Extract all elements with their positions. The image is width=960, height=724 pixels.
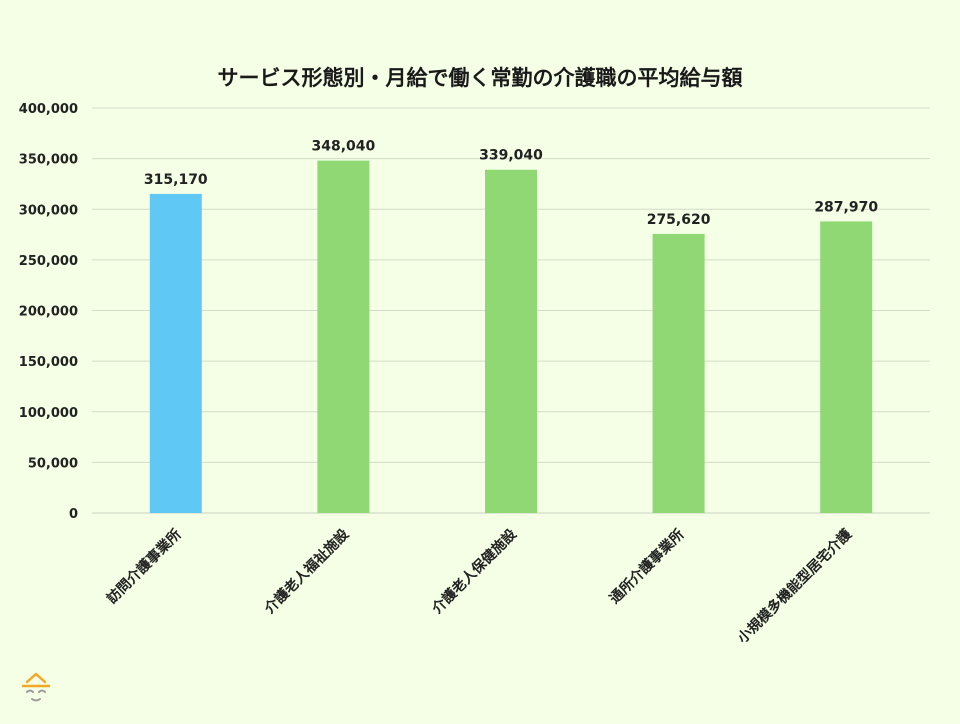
value-label: 315,170 <box>144 172 208 188</box>
value-labels: 315,170 348,040 339,040 275,620 287,970 <box>144 139 878 228</box>
value-label: 287,970 <box>814 199 878 215</box>
y-tick-label: 150,000 <box>19 355 78 370</box>
y-axis: 0 50,000 100,000 150,000 200,000 250,000 300,0… <box>19 102 78 522</box>
x-category-label: 介護老人保健施設 <box>428 525 521 618</box>
bar <box>317 160 370 513</box>
y-tick-label: 50,000 <box>28 456 78 471</box>
y-tick-label: 100,000 <box>19 406 78 421</box>
x-category-label: 通所介護事業所 <box>606 526 687 607</box>
value-label: 339,040 <box>479 148 543 164</box>
bar <box>820 221 873 514</box>
bars-layer <box>149 160 873 514</box>
face-logo-icon <box>21 672 51 702</box>
y-tick-label: 250,000 <box>19 254 78 269</box>
value-label: 348,040 <box>312 139 376 155</box>
x-category-label: 訪問介護事業所 <box>103 526 184 607</box>
value-label: 275,620 <box>647 212 711 228</box>
bar <box>149 193 202 513</box>
bar <box>485 169 537 514</box>
y-tick-label: 200,000 <box>19 305 78 320</box>
y-tick-label: 300,000 <box>19 203 78 218</box>
y-tick-label: 350,000 <box>19 153 78 168</box>
bar <box>652 233 705 513</box>
x-category-label: 介護老人福祉施設 <box>260 525 353 618</box>
chart-title: サービス形態別・月給で働く常勤の介護職の平均給与額 <box>218 66 743 90</box>
y-tick-label: 0 <box>69 507 78 522</box>
y-tick-label: 400,000 <box>19 102 78 117</box>
x-category-label: 小規模多機能型居宅介護 <box>734 525 856 647</box>
x-axis: 訪問介護事業所 介護老人福祉施設 介護老人保健施設 通所介護事業所 小規模多機能型居宅介… <box>103 525 855 647</box>
